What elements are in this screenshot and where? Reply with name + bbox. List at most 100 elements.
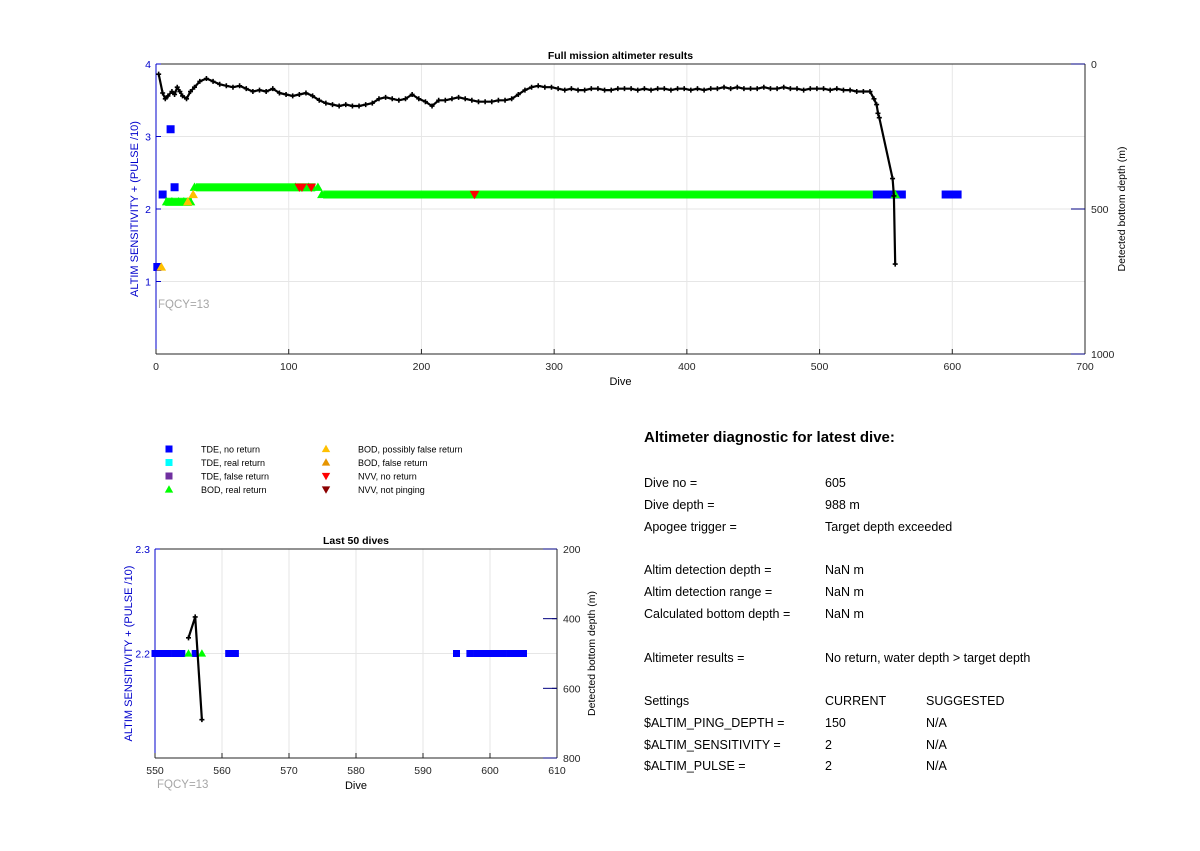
bottom-depth-point [174,84,180,90]
legend-label: BOD, possibly false return [358,445,463,455]
x-axis-label: Dive [609,376,631,388]
bottom-depth-point [197,78,203,84]
bottom-depth-point [875,110,881,116]
bottom-depth-point [250,89,256,95]
detection-depth-value: NaN m [825,563,864,577]
settings-header-row: Settings CURRENT SUGGESTED [644,694,1184,712]
data-point [166,125,175,134]
y2-axis-label: Detected bottom depth (m) [1116,147,1128,272]
bottom-depth-point [562,87,568,93]
data-point [466,650,474,657]
bottom-depth-point [469,97,475,103]
bottom-depth-point [890,176,896,182]
series-detected-bottom-depth [186,614,205,723]
bottom-depth-point [721,84,727,90]
bottom-depth-point [548,84,554,90]
data-point [225,650,233,657]
legend-item: BOD, false return [321,458,428,468]
dive-depth-value: 988 m [825,498,860,512]
bottom-depth-point [336,103,342,109]
setting-current: 2 [825,738,832,752]
bottom-depth-point [840,87,846,93]
x-tick-label: 600 [481,765,499,777]
data-point [897,190,906,199]
legend-label: TDE, no return [201,445,260,455]
bottom-depth-point [827,87,833,93]
setting-row-ping-depth: $ALTIM_PING_DEPTH = 150 N/A [644,716,1184,734]
y2-tick-label: 600 [563,683,581,695]
x-tick-label: 570 [280,765,298,777]
bottom-depth-point [871,96,877,102]
bottom-depth-point [316,97,322,103]
bottom-depth-point [192,614,198,620]
y-tick-label: 1 [145,277,151,289]
bottom-depth-point [734,84,740,90]
series-bod-real-return [184,649,207,657]
data-point [170,183,179,192]
bottom-depth-point [821,86,827,92]
bottom-depth-point [263,89,269,95]
y-tick-label: 2.2 [135,649,150,661]
setting-name: $ALTIM_PULSE = [644,759,746,773]
data-point [469,190,480,200]
legend-marker [165,472,173,480]
y2-tick-label: 500 [1091,204,1109,216]
setting-current: 150 [825,716,846,730]
x-tick-label: 500 [811,361,829,373]
bottom-depth-point [635,87,641,93]
y-tick-label: 2.3 [135,544,150,556]
series-detected-bottom-depth [156,71,898,267]
detection-range-value: NaN m [825,585,864,599]
bottom-depth-point [177,89,183,95]
x-tick-label: 400 [678,361,696,373]
bottom-depth-point [257,87,263,93]
bottom-depth-point [203,76,209,81]
bottom-depth-point [462,96,468,102]
data-point [184,649,193,657]
bottom-depth-point [876,115,882,121]
detection-depth-row: Altim detection depth = NaN m [644,563,1184,581]
data-point [297,183,307,193]
altimeter-results-row: Altimeter results = No return, water dep… [644,651,1184,669]
altimeter-results-value: No return, water depth > target depth [825,651,1031,665]
calculated-depth-value: NaN m [825,607,864,621]
bottom-depth-point [615,86,621,92]
setting-row-pulse: $ALTIM_PULSE = 2 N/A [644,759,1184,777]
bottom-depth-point [330,102,336,108]
bottom-depth-point [661,86,667,92]
bottom-depth-point [191,84,197,90]
bottom-depth-point [774,86,780,92]
setting-suggested: N/A [926,716,947,730]
bottom-depth-point [595,86,601,92]
bottom-depth-point [754,86,760,92]
bottom-depth-point [509,96,515,102]
setting-name: $ALTIM_PING_DEPTH = [644,716,785,730]
bottom-depth-point [396,97,402,103]
data-point [158,190,167,199]
x-tick-label: 100 [280,361,298,373]
y2-tick-label: 800 [563,753,581,765]
bottom-depth-point [892,261,898,267]
data-point [231,650,239,657]
bottom-depth-point [160,90,166,96]
last-50-dives-chart: 550 560 570 580 590 600 610 2.2 2.3 200 400 600 800 L… [123,535,598,792]
bottom-depth-point [542,84,548,90]
bottom-depth-point [668,87,674,93]
bottom-depth-point [270,86,276,92]
series-bod-possibly-false-return [156,189,198,271]
bottom-depth-point [794,86,800,92]
bottom-depth-point [529,84,535,90]
series-tde-no-return [151,650,527,657]
bottom-depth-point [156,71,162,77]
bottom-depth-point [409,91,415,97]
bottom-depth-point [188,89,194,95]
data-point [506,650,514,657]
bottom-depth-point [237,83,243,89]
y-axis-label: ALTIM SENSITIVITY + (PULSE /10) [129,121,141,297]
x-tick-label: 600 [944,361,962,373]
bottom-depth-point [568,86,574,92]
y2-tick-label: 400 [563,614,581,626]
x-tick-label: 560 [213,765,231,777]
bottom-depth-point [648,87,654,93]
chart-legend: TDE, no return TDE, real return TDE, false… [164,445,463,495]
